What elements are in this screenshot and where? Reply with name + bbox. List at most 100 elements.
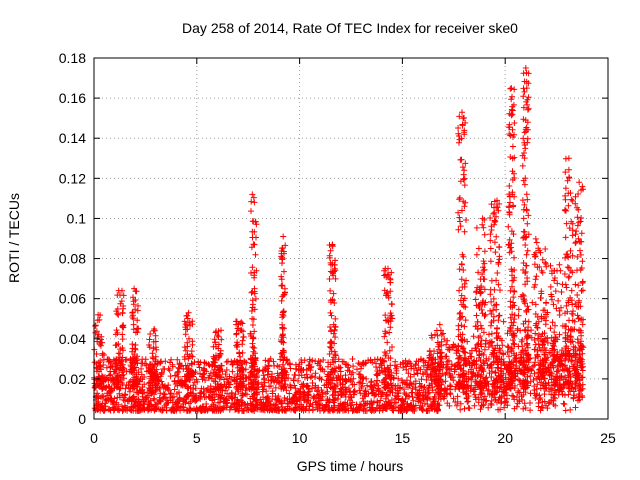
- data-point: [278, 273, 285, 280]
- data-point: [468, 374, 475, 381]
- data-point: [575, 391, 582, 397]
- data-point: [134, 329, 141, 336]
- data-point: [393, 365, 400, 372]
- data-point: [473, 378, 480, 385]
- data-point: [119, 336, 126, 343]
- data-point: [314, 360, 321, 367]
- data-point: [149, 354, 156, 361]
- data-point: [565, 155, 572, 162]
- data-point: [561, 401, 568, 408]
- data-point: [253, 399, 259, 405]
- data-point: [415, 358, 422, 365]
- data-point: [200, 374, 207, 381]
- data-point: [550, 394, 557, 401]
- data-point: [264, 407, 271, 414]
- data-point: [287, 384, 294, 391]
- data-point: [293, 389, 300, 396]
- data-point: [133, 389, 140, 396]
- data-point: [572, 380, 578, 387]
- data-point: [574, 312, 581, 319]
- data-point: [409, 385, 416, 392]
- data-point: [184, 368, 191, 375]
- y-tick-label: 0: [78, 411, 86, 427]
- data-point: [309, 407, 316, 414]
- data-point: [238, 397, 244, 404]
- data-point: [522, 65, 529, 71]
- data-point: [532, 330, 539, 337]
- data-point: [397, 384, 404, 391]
- data-point: [388, 397, 395, 403]
- data-point: [517, 359, 524, 366]
- data-point: [438, 331, 445, 338]
- data-point: [563, 207, 569, 214]
- data-point: [339, 404, 346, 411]
- data-point: [405, 370, 412, 377]
- data-point: [509, 392, 516, 399]
- data-point: [501, 404, 508, 411]
- data-point: [270, 358, 277, 365]
- data-point: [483, 357, 490, 364]
- data-point: [260, 394, 267, 401]
- data-point: [542, 375, 548, 382]
- data-point: [264, 395, 271, 402]
- data-point: [454, 398, 461, 405]
- data-point: [350, 391, 357, 398]
- data-point: [330, 290, 337, 297]
- data-point: [350, 363, 357, 370]
- data-point: [510, 294, 517, 301]
- data-point: [115, 378, 122, 385]
- data-point: [392, 358, 399, 365]
- data-point: [481, 276, 488, 283]
- y-tick-label: 0.02: [59, 371, 86, 387]
- data-point: [511, 86, 518, 93]
- data-point: [100, 356, 107, 363]
- data-point: [345, 385, 352, 392]
- data-point: [402, 357, 409, 364]
- data-point: [332, 315, 339, 322]
- data-point: [440, 330, 446, 337]
- data-point: [444, 391, 451, 398]
- data-point: [328, 312, 335, 319]
- data-point: [124, 398, 131, 405]
- data-point: [373, 371, 380, 378]
- data-point: [467, 350, 473, 357]
- data-point: [260, 367, 267, 374]
- data-point: [458, 276, 465, 283]
- data-point: [414, 370, 421, 377]
- data-point: [326, 406, 332, 413]
- data-point: [280, 233, 287, 240]
- data-point: [415, 364, 422, 371]
- data-point: [168, 390, 174, 397]
- data-point: [504, 349, 511, 356]
- data-point: [129, 309, 136, 316]
- data-point: [424, 394, 431, 401]
- data-point: [515, 306, 522, 313]
- data-point: [116, 385, 123, 392]
- data-point: [115, 287, 122, 294]
- data-point: [460, 267, 467, 273]
- data-point: [520, 93, 527, 100]
- data-point: [260, 386, 267, 393]
- data-point: [403, 392, 410, 399]
- data-point: [367, 357, 374, 364]
- data-point: [485, 386, 492, 393]
- data-point: [573, 228, 580, 235]
- data-point: [265, 362, 272, 369]
- data-point: [436, 321, 443, 328]
- data-point: [149, 379, 156, 386]
- data-point: [330, 375, 337, 382]
- data-point: [118, 357, 125, 364]
- data-point: [115, 356, 122, 363]
- data-point: [427, 395, 434, 402]
- data-point: [481, 231, 488, 238]
- data-point: [511, 341, 518, 348]
- data-point: [189, 321, 196, 328]
- data-point: [491, 286, 498, 293]
- data-point: [269, 406, 275, 413]
- data-point: [146, 344, 153, 351]
- data-point: [242, 387, 249, 394]
- data-point: [564, 264, 571, 271]
- data-point: [218, 381, 225, 388]
- data-point: [536, 392, 543, 399]
- data-point: [213, 343, 219, 350]
